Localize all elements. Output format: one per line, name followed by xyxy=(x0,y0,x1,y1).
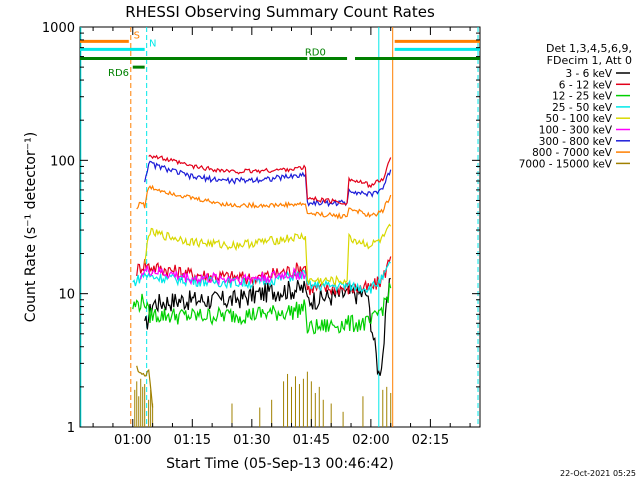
x-tick-label: 01:30 xyxy=(233,433,270,448)
series-line xyxy=(144,277,391,376)
x-tick-label: 02:00 xyxy=(352,433,389,448)
legend-entry-label: 50 - 100 keV xyxy=(545,113,612,125)
legend-entry-label: 7000 - 15000 keV xyxy=(519,158,613,170)
x-tick-label: 01:00 xyxy=(114,433,151,448)
plot-frame xyxy=(79,26,481,428)
legend: Det 1,3,4,5,6,9,FDecim 1, Att 03 - 6 keV… xyxy=(519,42,632,170)
vertical-markers xyxy=(80,27,479,427)
legend-entry-label: 12 - 25 keV xyxy=(552,91,613,103)
legend-entry-label: 25 - 50 keV xyxy=(552,102,613,114)
flag-bar-label: RD6 xyxy=(108,68,129,79)
flag-bars: SN RD0 RD6 xyxy=(80,30,480,79)
legend-entry-label: 300 - 800 keV xyxy=(539,136,613,148)
series-line xyxy=(132,282,392,335)
legend-entry-label: 6 - 12 keV xyxy=(559,79,613,91)
y-tick-label: 100 xyxy=(50,154,75,169)
series-line xyxy=(144,160,392,208)
flag-bar-label: N xyxy=(149,38,156,49)
y-axis-label: Count Rate (s⁻¹ detector⁻¹) xyxy=(23,132,39,322)
legend-entry-label: 100 - 300 keV xyxy=(539,125,613,137)
footer-date: 22-Oct-2021 05:25 xyxy=(560,469,636,478)
series-line xyxy=(140,265,306,286)
series-lines xyxy=(132,154,392,427)
x-axis: 01:00 01:15 01:30 01:45 02:00 02:15 xyxy=(92,27,471,448)
flag-bar-label: S xyxy=(134,30,140,41)
chart-title: RHESSI Observing Summary Count Rates xyxy=(125,3,435,21)
y-tick-label: 1 xyxy=(67,421,75,436)
series-line xyxy=(148,154,392,206)
series-line xyxy=(144,223,392,287)
y-tick-label: 1000 xyxy=(42,21,75,36)
x-tick-label: 02:15 xyxy=(412,433,449,448)
series-line xyxy=(136,184,392,220)
x-tick-label: 01:15 xyxy=(174,433,211,448)
y-tick-label: 10 xyxy=(58,288,75,303)
x-tick-label: 01:45 xyxy=(293,433,330,448)
legend-header: FDecim 1, Att 0 xyxy=(547,54,632,67)
flag-bar-label: RD0 xyxy=(305,48,326,59)
legend-header: Det 1,3,4,5,6,9, xyxy=(546,42,632,55)
y-axis: 1 10 100 1000 xyxy=(42,21,480,436)
series-line xyxy=(136,365,154,408)
x-axis-label: Start Time (05-Sep-13 00:46:42) xyxy=(166,456,394,472)
plot-area: SN RD0 RD6 xyxy=(79,26,481,428)
legend-entry-label: 3 - 6 keV xyxy=(565,68,612,80)
legend-entry-label: 800 - 7000 keV xyxy=(532,147,613,159)
